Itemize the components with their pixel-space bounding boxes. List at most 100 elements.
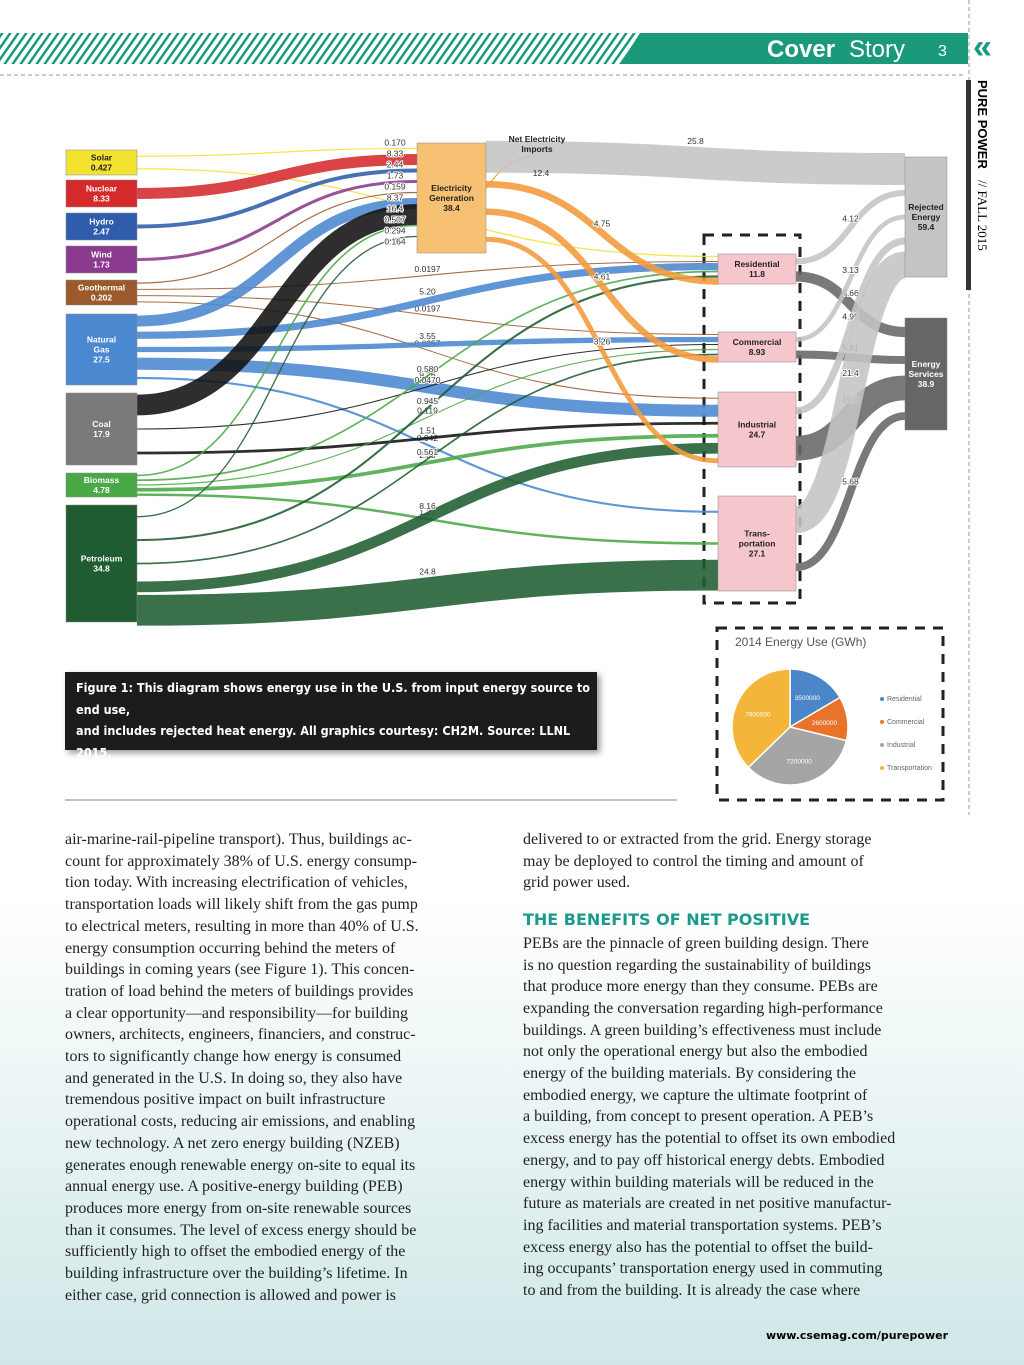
buildings-outline [702,233,802,605]
node-label: Rejected [908,202,943,212]
node-label: Generation [429,193,474,203]
flow-label: 4.75 [594,219,611,229]
flow-label: 0.164 [384,237,406,247]
flow-label: 25.8 [687,136,704,146]
caption-line: and includes rejected heat energy. All g… [76,723,571,760]
flow [136,433,719,492]
side-bar [966,80,971,290]
legend-swatch [880,743,884,747]
node-value: 24.7 [749,430,766,440]
node-value: 38.9 [918,379,935,389]
node [65,149,138,176]
node-value: 1.73 [93,260,110,270]
text-line: PEBs are the pinnacle of green building … [523,934,869,952]
node-label: Solar [91,153,113,163]
pie-slice [789,668,841,729]
flow-label: 0.945 [417,396,439,406]
text-line: future as materials are created in net p… [523,1195,892,1213]
node-label: Geothermal [78,283,125,293]
figure: Cover Story 3 « PURE POWER // FALL 2015 2… [0,0,992,815]
node-label: Nuclear [86,184,118,194]
text-line: ing facilities and material transportati… [523,1216,882,1234]
flow [136,235,418,518]
node [65,179,138,208]
flow-label: 3.55 [419,331,436,341]
text-line: a building, from concept to present oper… [523,1108,874,1126]
node-label: Services [909,369,944,379]
flow-label: 16.4 [387,204,404,214]
flow-label: 8.33 [387,149,404,159]
node-value: 27.1 [749,549,766,559]
text-line: energy of the building materials. By con… [523,1065,856,1083]
node-value: 38.4 [443,203,460,213]
node-label: Imports [521,144,552,154]
paragraph: PEBs are the pinnacle of green building … [523,933,895,1302]
node-label: Petroleum [81,554,123,564]
node [65,212,138,241]
node [65,245,138,274]
node-value: 34.8 [93,564,110,574]
flow-label: 0.580 [417,364,439,374]
text-line: transportation loads will likely shift f… [65,896,418,914]
heading: THE BENEFITS OF NET POSITIVE [523,910,811,930]
flow [136,301,719,399]
node-label: Energy [912,212,941,222]
text-line: to electrical meters, resulting in more … [65,917,419,935]
flow-label: 12.4 [533,168,550,178]
pie-title: 2014 Energy Use (GWh) [735,635,866,649]
text-line: delivered to or extracted from the grid.… [523,831,872,848]
flow-label: 0.0197 [415,264,441,274]
flow [136,224,418,477]
back-chevrons[interactable]: « [973,28,992,66]
flow [136,376,719,513]
node-label: Electricity [431,183,472,193]
pie: 3500000 Residential 2600000 Commercial 72000… [731,668,932,786]
node-label: Commercial [733,337,782,347]
pie-slice [731,668,791,769]
slice-label: 3500000 [795,695,821,702]
flow [136,147,418,157]
section-bold: Cover [767,36,835,63]
flow [485,140,906,185]
flow-label: 5.20 [419,286,436,296]
text-line: a clear opportunity—and responsibility—f… [65,1004,409,1022]
flow [136,262,719,339]
node-label: portation [739,539,776,549]
left-column: air-marine-rail-pipeline transport). Thu… [65,829,419,1306]
node-value: 8.33 [93,194,110,204]
flow-label: 1.51 [419,426,436,436]
node-label: Natural [87,335,116,345]
text-line: new technology. A net zero energy buildi… [65,1134,400,1152]
node-label: Hydro [89,217,114,227]
section-light: Story [849,36,905,63]
slice-label: 7900000 [745,711,771,718]
text-line: buildings in coming years (see Figure 1)… [65,961,415,979]
text-line: and generated in the U.S. In doing so, t… [65,1069,403,1087]
node-label: Biomass [84,475,120,485]
caption: Figure 1: This diagram shows energy use … [65,672,597,781]
legend-label: Residential [887,696,922,703]
flow-label: 4.61 [594,271,611,281]
intro: delivered to or extracted from the grid.… [523,829,895,894]
flow [136,559,719,626]
flow [485,236,719,464]
text-line: tion today. With increasing electrificat… [65,874,408,892]
flow [136,191,418,284]
node-value: 11.8 [749,269,765,279]
flow [485,180,719,285]
header-hatch [0,33,660,64]
node-label: Coal [92,419,110,429]
node [65,504,138,623]
legend-swatch [880,766,884,770]
text-line: count for approximately 38% of U.S. ener… [65,852,418,870]
text-line: produces more energy from on-site renewa… [65,1199,412,1217]
text-line: that produce more energy than they consu… [523,978,878,996]
header-band [620,33,968,64]
node [904,317,948,431]
flow-label: 0.507 [384,215,406,225]
node [717,253,797,285]
flow [136,421,719,455]
node [717,331,797,363]
text-line: excess energy also has the potential to … [523,1238,873,1256]
node-value: 4.78 [93,485,110,495]
